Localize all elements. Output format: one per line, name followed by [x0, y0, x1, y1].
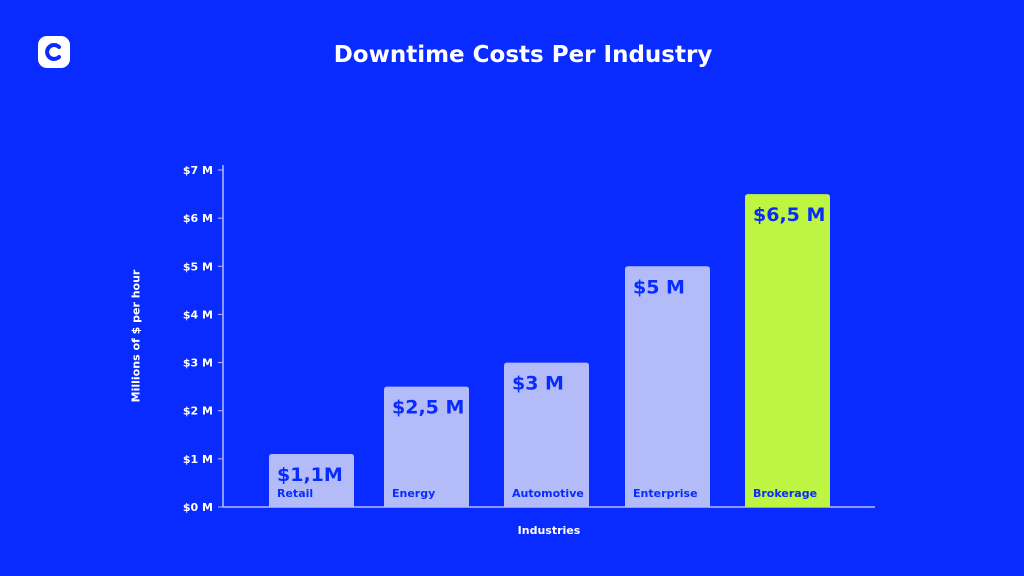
- data-label: $6,5 M: [753, 204, 825, 226]
- category-label: Retail: [277, 487, 313, 500]
- bar-automotive: [504, 362, 589, 507]
- category-label: Brokerage: [753, 487, 817, 500]
- category-label: Energy: [392, 487, 435, 500]
- chart-title: Downtime Costs Per Industry: [333, 42, 713, 68]
- bar-retail: [269, 454, 354, 507]
- brand-logo: [38, 36, 70, 68]
- bar-enterprise: [625, 266, 710, 507]
- logo-c-icon: [45, 43, 61, 61]
- y-tick-label: $1 M: [183, 453, 213, 466]
- data-label: $3 M: [512, 373, 564, 395]
- y-tick-label: $0 M: [183, 501, 213, 514]
- y-tick-label: $3 M: [183, 357, 213, 370]
- y-tick-label: $6 M: [183, 212, 213, 225]
- category-label: Automotive: [512, 487, 584, 500]
- y-tick-label: $2 M: [183, 405, 213, 418]
- data-label: $1,1M: [277, 464, 343, 486]
- y-tick-label: $4 M: [183, 308, 213, 321]
- bar-energy: [384, 386, 469, 507]
- category-label: Enterprise: [633, 487, 698, 500]
- data-label: $2,5 M: [392, 397, 464, 419]
- y-tick-label: $7 M: [183, 164, 213, 177]
- y-tick-label: $5 M: [183, 260, 213, 273]
- data-label: $5 M: [633, 276, 685, 298]
- x-axis-label: Industries: [517, 524, 581, 537]
- bar-brokerage: [745, 194, 830, 508]
